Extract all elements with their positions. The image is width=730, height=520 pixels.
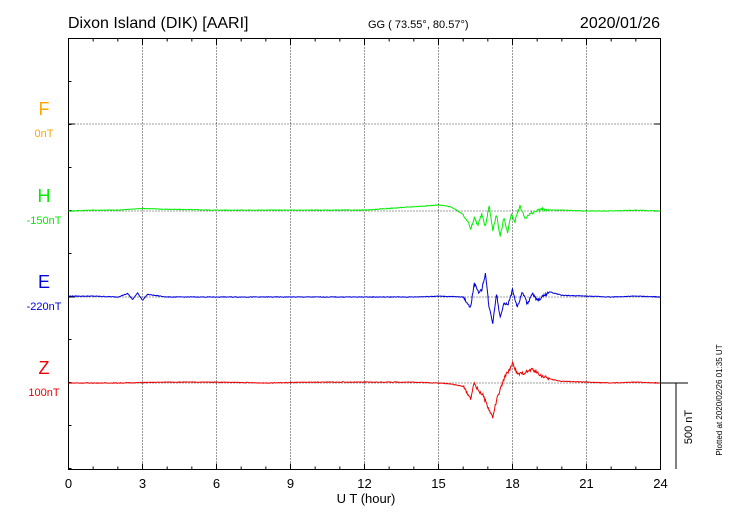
x-tick-label: 18 xyxy=(505,476,519,491)
x-tick-label: 9 xyxy=(287,476,294,491)
scale-bar-label: 500 nT xyxy=(683,410,695,445)
series-line-z xyxy=(68,360,661,419)
station-title: Dixon Island (DIK) [AARI] xyxy=(68,15,249,32)
plotted-at-label: Plotted at 2020/02/26 01:35 UT xyxy=(715,344,724,455)
series-name-h: H xyxy=(38,186,51,206)
x-tick-label: 21 xyxy=(579,476,593,491)
axis-ticks: 0 3 6 9 12 15 18 21 24 xyxy=(65,38,668,491)
series-name-z: Z xyxy=(39,358,50,378)
x-tick-label: 12 xyxy=(357,476,371,491)
x-tick-label: 0 xyxy=(65,476,72,491)
series-layer xyxy=(68,204,661,419)
series-baseline-z: 100nT xyxy=(28,387,59,399)
series-line-h xyxy=(68,204,661,237)
series-labels: F 0nT H -150nT E -220nT Z 100nT xyxy=(27,99,62,399)
series-name-e: E xyxy=(38,272,50,292)
date-label: 2020/01/26 xyxy=(580,15,660,32)
grid-lines xyxy=(68,38,661,470)
series-baseline-e: -220nT xyxy=(27,301,62,313)
x-axis-label: U T (hour) xyxy=(337,491,396,506)
series-baseline-f: 0nT xyxy=(35,128,54,140)
x-tick-label: 3 xyxy=(139,476,146,491)
series-line-e xyxy=(68,273,661,324)
coordinates-label: GG ( 73.55°, 80.57°) xyxy=(368,19,469,31)
x-tick-label: 6 xyxy=(213,476,220,491)
x-tick-label: 24 xyxy=(653,476,667,491)
scale-bar: 500 nT xyxy=(660,382,695,469)
series-baseline-h: -150nT xyxy=(27,215,62,227)
series-name-f: F xyxy=(39,99,50,119)
x-tick-label: 15 xyxy=(431,476,445,491)
